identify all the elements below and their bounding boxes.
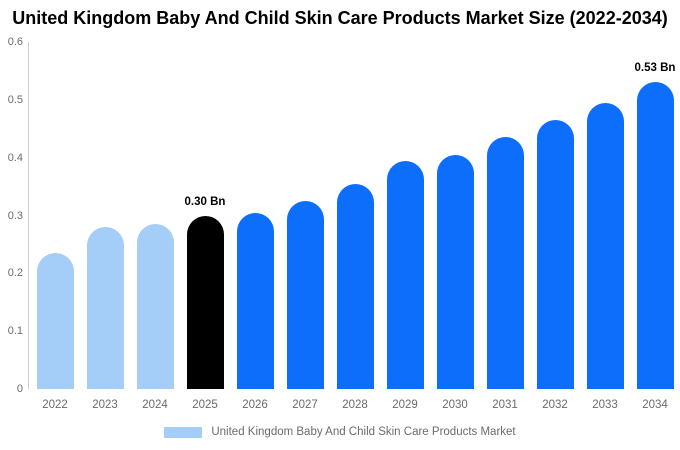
y-axis-line	[28, 42, 29, 389]
x-tick-label-2022: 2022	[42, 399, 68, 411]
bar-2025[interactable]	[186, 215, 224, 389]
legend-swatch	[164, 426, 203, 438]
bar-2034[interactable]	[636, 82, 674, 389]
x-tick-label-2031: 2031	[492, 399, 518, 411]
bar-2033[interactable]	[586, 102, 624, 389]
y-tick-label-0: 0	[16, 383, 23, 395]
legend-label: United Kingdom Baby And Child Skin Care …	[211, 426, 516, 438]
y-tick-label-0.2: 0.2	[7, 267, 23, 280]
x-tick-label-2033: 2033	[592, 399, 618, 411]
bar-2024[interactable]	[136, 224, 174, 389]
chart-title: United Kingdom Baby And Child Skin Care …	[12, 8, 668, 28]
bar-2028[interactable]	[336, 183, 374, 389]
bar-2032[interactable]	[536, 120, 574, 389]
x-tick-label-2027: 2027	[292, 399, 318, 411]
legend-item-market[interactable]: United Kingdom Baby And Child Skin Care …	[164, 426, 516, 438]
x-tick-label-2024: 2024	[142, 399, 168, 411]
y-tick-label-0.3: 0.3	[7, 209, 23, 222]
annotation-2025: 0.30 Bn	[184, 195, 226, 208]
y-tick-label-0.6: 0.6	[7, 36, 23, 48]
legend: United Kingdom Baby And Child Skin Care …	[0, 426, 680, 438]
bar-2030[interactable]	[436, 154, 474, 389]
x-tick-label-2032: 2032	[542, 399, 568, 411]
bar-2029[interactable]	[386, 160, 424, 389]
x-tick-label-2025: 2025	[192, 399, 218, 411]
bar-2027[interactable]	[286, 201, 324, 389]
x-tick-label-2030: 2030	[442, 399, 468, 411]
x-tick-label-2034: 2034	[642, 399, 668, 411]
y-tick-label-0.5: 0.5	[7, 93, 23, 106]
x-tick-label-2028: 2028	[342, 399, 368, 411]
bar-2022[interactable]	[36, 253, 74, 389]
x-tick-label-2029: 2029	[392, 399, 418, 411]
y-tick-label-0.4: 0.4	[7, 151, 23, 164]
x-tick-label-2026: 2026	[242, 399, 268, 411]
bar-2031[interactable]	[486, 137, 524, 389]
x-tick-label-2023: 2023	[92, 399, 118, 411]
bar-2026[interactable]	[236, 212, 274, 389]
annotation-2034: 0.53 Bn	[634, 62, 676, 75]
bar-2023[interactable]	[86, 227, 124, 389]
y-tick-label-0.1: 0.1	[7, 325, 23, 338]
